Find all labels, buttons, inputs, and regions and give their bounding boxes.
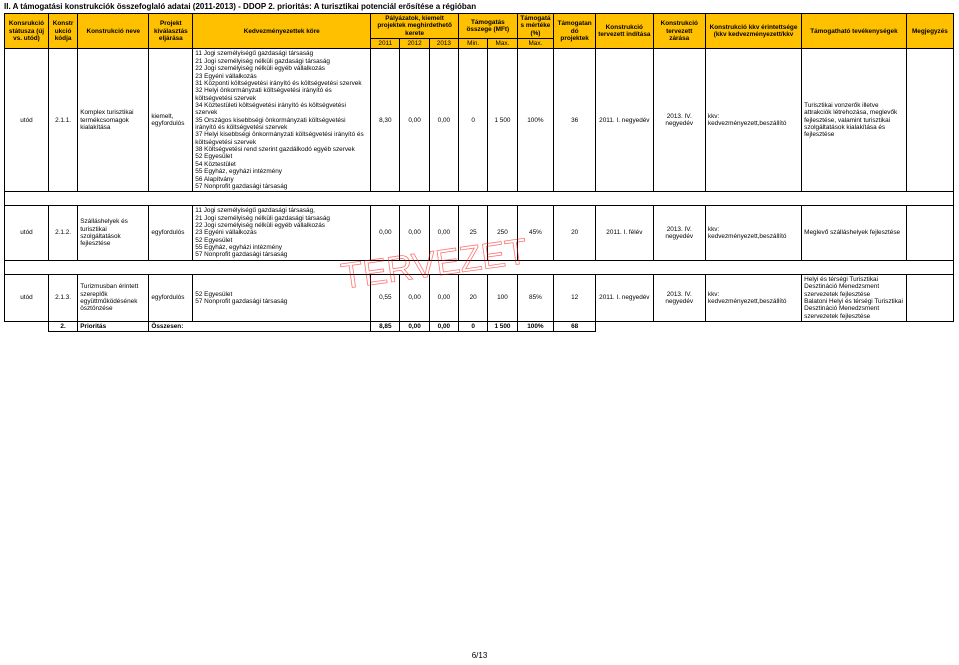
table-cell: 2011. I. félév xyxy=(596,206,654,261)
totals-row: 2.PrioritásÖsszesen:8,850,000,0001 50010… xyxy=(5,321,954,331)
table-cell: Meglevő szálláshelyek fejlesztése xyxy=(802,206,907,261)
table-cell: Összesen: xyxy=(149,321,371,331)
table-cell: 0,00 xyxy=(400,49,429,192)
table-cell: 100% xyxy=(517,49,554,192)
table-cell: Prioritás xyxy=(78,321,149,331)
table-cell: 2. xyxy=(48,321,77,331)
table-cell: 85% xyxy=(517,274,554,321)
table-cell: 0,00 xyxy=(371,206,400,261)
table-cell: Helyi és térségi Turisztikai Desztináció… xyxy=(802,274,907,321)
table-cell: 100 xyxy=(488,274,517,321)
table-cell: 0,00 xyxy=(400,274,429,321)
table-cell: 2013. IV. negyedév xyxy=(653,206,705,261)
table-cell: Szálláshelyek és turisztikai szolgáltatá… xyxy=(78,206,149,261)
table-cell: 1 500 xyxy=(488,321,517,331)
h-eljaras: Projekt kiválasztás eljárása xyxy=(149,14,193,49)
table-cell: 0,00 xyxy=(400,321,429,331)
h-min: Min. xyxy=(459,39,488,49)
table-cell: 2013. IV. negyedév xyxy=(653,274,705,321)
h-max: Max. xyxy=(488,39,517,49)
page-title: II. A támogatási konstrukciók összefogla… xyxy=(0,0,959,13)
table-cell: 25 xyxy=(459,206,488,261)
h-palyazatok: Pályázatok, kiemelt projektek meghirdeth… xyxy=(371,14,459,39)
h-kor: Kedvezményezettek köre xyxy=(193,14,371,49)
h-2011: 2011 xyxy=(371,39,400,49)
table-cell: 36 xyxy=(554,49,596,192)
table-cell: 2011. I. negyedév xyxy=(596,49,654,192)
h-meg: Megjegyzés xyxy=(906,14,953,49)
table-cell xyxy=(906,206,953,261)
table-cell: 0 xyxy=(459,321,488,331)
table-cell: kkv: kedvezményezett,beszállító xyxy=(705,274,801,321)
table-cell xyxy=(906,49,953,192)
table-cell: 11 Jogi személyiségű gazdasági társaság,… xyxy=(193,206,371,261)
table-cell: 2.1.2. xyxy=(48,206,77,261)
table-cell xyxy=(906,274,953,321)
h-tev: Támogatható tevékenységek xyxy=(802,14,907,49)
h-kod: Konstr ukció kódja xyxy=(48,14,77,49)
h-zaras: Konstrukció tervezett zárása xyxy=(653,14,705,49)
table-row: utód2.1.2.Szálláshelyek és turisztikai s… xyxy=(5,206,954,261)
table-cell: 0,00 xyxy=(429,206,458,261)
table-cell: 250 xyxy=(488,206,517,261)
h-db: Támogatan dó projektek xyxy=(554,14,596,49)
table-cell: 0,00 xyxy=(429,274,458,321)
table-cell: kiemelt, egyfordulós xyxy=(149,49,193,192)
table-cell: kkv: kedvezményezett,beszállító xyxy=(705,49,801,192)
table-cell: 0,00 xyxy=(400,206,429,261)
table-cell: 8,85 xyxy=(371,321,400,331)
table-cell: utód xyxy=(5,206,49,261)
table-cell: 0 xyxy=(459,49,488,192)
table-cell: 0,00 xyxy=(429,321,458,331)
h-2013: 2013 xyxy=(429,39,458,49)
table-cell: 0,00 xyxy=(429,49,458,192)
table-cell: 12 xyxy=(554,274,596,321)
data-table: Konsrukció státusza (új vs. utód) Konstr… xyxy=(4,13,954,332)
table-cell: 20 xyxy=(459,274,488,321)
table-row: utód2.1.1.Komplex turisztikai termékcsom… xyxy=(5,49,954,192)
table-cell: 0,55 xyxy=(371,274,400,321)
table-cell: 2013. IV. negyedév xyxy=(653,49,705,192)
table-cell: 20 xyxy=(554,206,596,261)
table-cell: 2.1.3. xyxy=(48,274,77,321)
h-status: Konsrukció státusza (új vs. utód) xyxy=(5,14,49,49)
table-cell: Turizmusban érintett szereplők együttműk… xyxy=(78,274,149,321)
table-cell: kkv: kedvezményezett,beszállító xyxy=(705,206,801,261)
h-nev: Konstrukció neve xyxy=(78,14,149,49)
table-cell: utód xyxy=(5,274,49,321)
table-cell: egyfordulós xyxy=(149,206,193,261)
h-mertekmax: Max. xyxy=(517,39,554,49)
table-cell: 52 Egyesület 57 Nonprofit gazdasági társ… xyxy=(193,274,371,321)
table-cell: 45% xyxy=(517,206,554,261)
table-cell: 68 xyxy=(554,321,596,331)
table-cell: Turisztikai vonzerők illetve attrakciók … xyxy=(802,49,907,192)
table-cell: 1 500 xyxy=(488,49,517,192)
h-tamossz: Támogatás összege (MFt) xyxy=(459,14,518,39)
table-cell: utód xyxy=(5,49,49,192)
h-mertek: Támogatás mértéke (%) xyxy=(517,14,554,39)
table-header: Konsrukció státusza (új vs. utód) Konstr… xyxy=(5,14,954,49)
h-inditas: Konstrukció tervezett indítása xyxy=(596,14,654,49)
table-cell: 2011. I. negyedév xyxy=(596,274,654,321)
table-cell: 100% xyxy=(517,321,554,331)
table-row: utód2.1.3.Turizmusban érintett szereplők… xyxy=(5,274,954,321)
table-cell: 2.1.1. xyxy=(48,49,77,192)
table-cell: egyfordulós xyxy=(149,274,193,321)
h-kkv: Konstrukció kkv érintettsége (kkv kedvez… xyxy=(705,14,801,49)
table-cell: 8,30 xyxy=(371,49,400,192)
table-cell: Komplex turisztikai termékcsomagok kiala… xyxy=(78,49,149,192)
page-footer: 6/13 xyxy=(0,651,959,660)
h-2012: 2012 xyxy=(400,39,429,49)
table-cell: 11 Jogi személyiségű gazdasági társaság … xyxy=(193,49,371,192)
